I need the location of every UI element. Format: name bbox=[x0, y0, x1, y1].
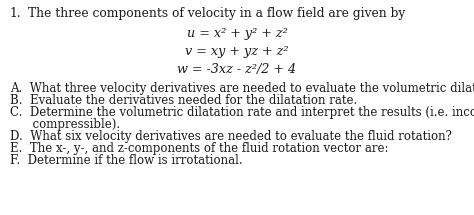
Text: w = -3xz - z²/2 + 4: w = -3xz - z²/2 + 4 bbox=[177, 63, 297, 76]
Text: A.  What three velocity derivatives are needed to evaluate the volumetric dilata: A. What three velocity derivatives are n… bbox=[10, 82, 474, 95]
Text: F.  Determine if the flow is irrotational.: F. Determine if the flow is irrotational… bbox=[10, 154, 243, 167]
Text: v = xy + yz + z²: v = xy + yz + z² bbox=[185, 45, 289, 58]
Text: The three components of velocity in a flow field are given by: The three components of velocity in a fl… bbox=[28, 7, 405, 20]
Text: D.  What six velocity derivatives are needed to evaluate the fluid rotation?: D. What six velocity derivatives are nee… bbox=[10, 130, 452, 143]
Text: compressible).: compressible). bbox=[10, 118, 120, 131]
Text: C.  Determine the volumetric dilatation rate and interpret the results (i.e. inc: C. Determine the volumetric dilatation r… bbox=[10, 106, 474, 119]
Text: B.  Evaluate the derivatives needed for the dilatation rate.: B. Evaluate the derivatives needed for t… bbox=[10, 94, 357, 107]
Text: E.  The x-, y-, and z-components of the fluid rotation vector are:: E. The x-, y-, and z-components of the f… bbox=[10, 142, 389, 155]
Text: u = x² + y² + z²: u = x² + y² + z² bbox=[187, 27, 287, 40]
Text: 1.: 1. bbox=[10, 7, 22, 20]
